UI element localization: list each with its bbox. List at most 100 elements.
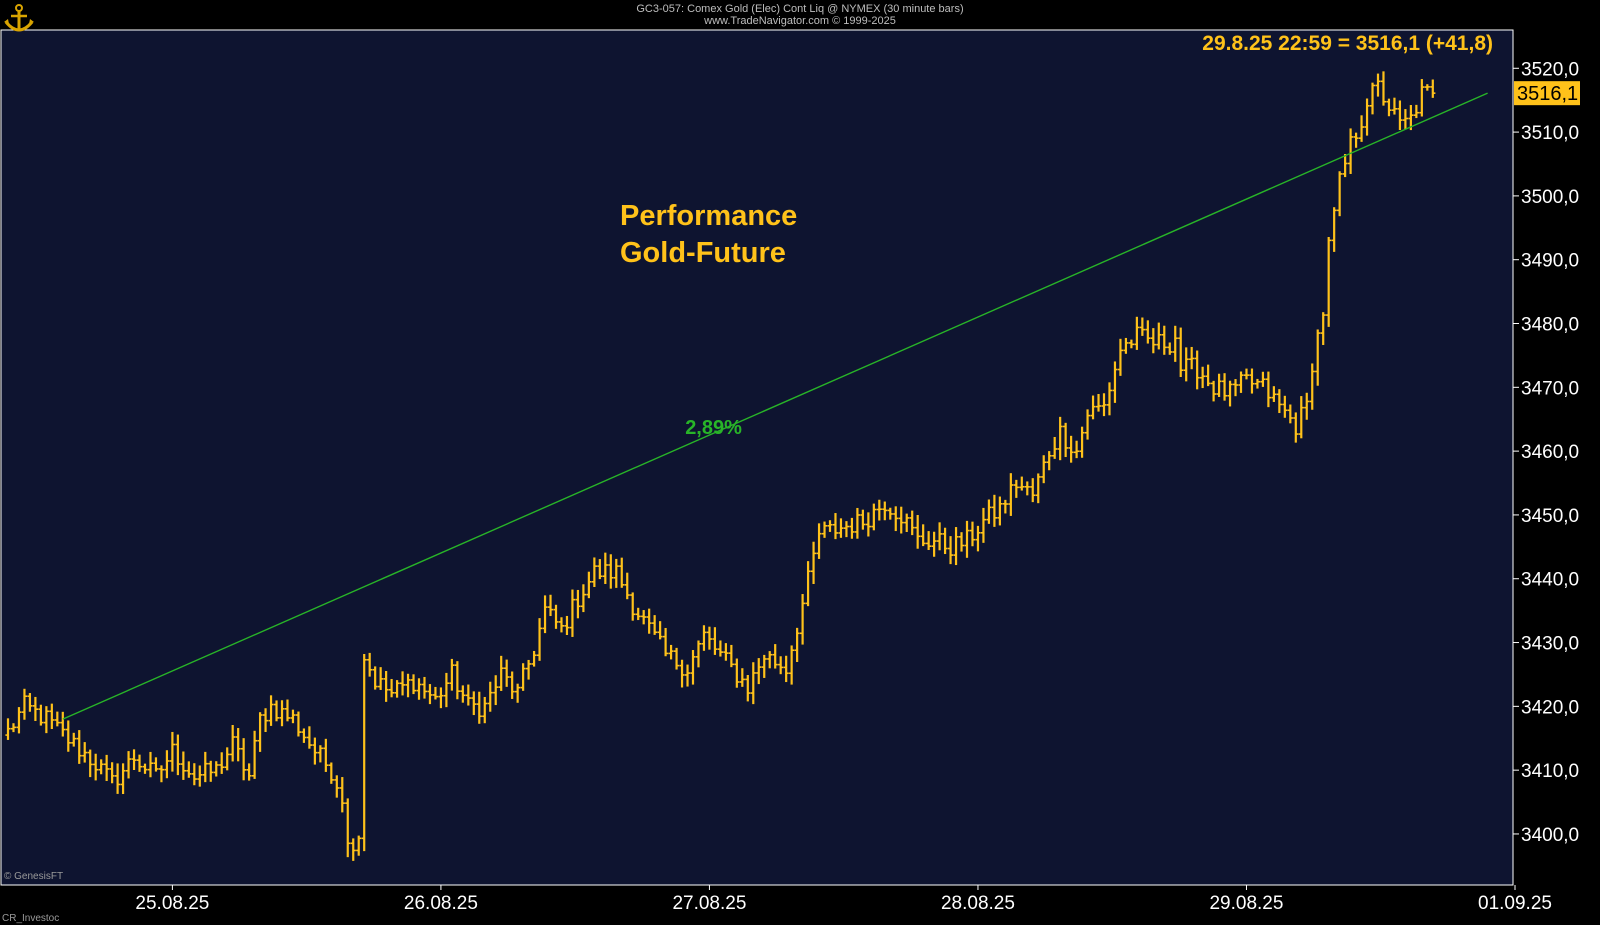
ohlc-bar <box>849 517 855 539</box>
ohlc-bar <box>389 678 395 698</box>
ohlc-bar <box>1134 316 1140 350</box>
ohlc-bar <box>695 640 702 668</box>
ohlc-bar <box>1430 79 1436 98</box>
ohlc-bar <box>16 707 22 734</box>
ohlc-bar <box>1019 476 1025 491</box>
ohlc-bar <box>82 742 88 763</box>
ohlc-bar <box>827 520 833 532</box>
ohlc-bar <box>476 691 482 724</box>
ohlc-bar <box>690 650 696 685</box>
ohlc-bar <box>789 645 795 685</box>
ohlc-bar <box>1386 98 1392 117</box>
ohlc-bar <box>323 738 329 772</box>
ohlc-bar <box>65 720 71 752</box>
ohlc-bar <box>1369 82 1376 115</box>
ohlc-bar <box>334 775 340 798</box>
ohlc-bars <box>5 71 1436 861</box>
ohlc-bar <box>383 671 389 702</box>
ohlc-bar <box>1331 207 1337 252</box>
x-tick-label: 27.08.25 <box>672 893 746 914</box>
y-tick-label: 3440,0 <box>1521 570 1579 591</box>
ohlc-bar <box>1101 393 1107 417</box>
ohlc-bar <box>345 798 351 858</box>
ohlc-bar <box>115 763 121 794</box>
y-tick-label: 3520,0 <box>1521 59 1579 80</box>
ohlc-bar <box>701 625 707 651</box>
ohlc-bar <box>1342 153 1348 178</box>
x-tick-label: 26.08.25 <box>404 893 478 914</box>
ohlc-bar <box>213 761 219 777</box>
ohlc-bar <box>926 531 932 551</box>
ohlc-bar <box>1424 84 1430 91</box>
ohlc-bar <box>339 777 345 813</box>
ohlc-bar <box>98 759 104 775</box>
ohlc-bar <box>1030 478 1036 503</box>
ohlc-bar <box>1402 109 1408 130</box>
plot-area <box>0 29 1514 886</box>
ohlc-bar <box>1221 373 1228 401</box>
ohlc-bar <box>1008 473 1014 516</box>
y-tick-label: 3450,0 <box>1521 506 1579 527</box>
ohlc-bar <box>810 541 817 585</box>
ohlc-bar <box>1287 404 1293 424</box>
ohlc-bar <box>317 745 323 763</box>
footer-source-label: © GenesisFT <box>4 871 64 882</box>
ohlc-bar <box>1293 412 1299 443</box>
ohlc-bar <box>104 754 110 781</box>
ohlc-bar <box>1375 73 1381 97</box>
ohlc-bar <box>208 760 214 782</box>
last-value-label: 29.8.25 22:59 = 3516,1 (+41,8) <box>1202 32 1493 55</box>
ohlc-bar <box>1024 481 1030 496</box>
ohlc-bar <box>547 594 554 617</box>
ohlc-bar <box>1156 322 1162 350</box>
ohlc-bar <box>657 621 663 640</box>
ohlc-bar <box>805 561 811 607</box>
ohlc-bar <box>553 604 559 629</box>
ohlc-bar <box>487 681 493 712</box>
ohlc-bar <box>542 595 548 634</box>
ohlc-bar <box>953 527 959 566</box>
ohlc-bar <box>597 559 603 580</box>
ohlc-bar <box>509 671 515 699</box>
ohlc-bar <box>646 608 652 634</box>
ohlc-bar <box>235 728 241 762</box>
ohlc-bar <box>591 557 597 588</box>
ohlc-bar <box>1271 386 1277 402</box>
ohlc-bar <box>575 589 581 619</box>
ohlc-bar <box>893 506 899 532</box>
y-tick-label: 3510,0 <box>1521 123 1579 144</box>
ohlc-bar <box>295 711 302 737</box>
ohlc-bar <box>909 510 915 536</box>
ohlc-bar <box>268 695 274 726</box>
ohlc-bar <box>843 521 850 538</box>
ohlc-bar <box>1178 327 1184 377</box>
ohlc-bar <box>1265 371 1271 408</box>
ohlc-bar <box>465 684 471 706</box>
ohlc-bar <box>246 763 252 781</box>
ohlc-bar <box>1090 395 1096 420</box>
ohlc-bar <box>794 627 800 663</box>
ohlc-bar <box>301 728 307 743</box>
ohlc-bar <box>673 647 680 670</box>
ohlc-bar <box>1035 473 1041 504</box>
ohlc-bar <box>756 658 762 685</box>
y-tick-label: 3420,0 <box>1521 697 1579 718</box>
x-tick-label: 28.08.25 <box>941 893 1015 914</box>
ohlc-bar <box>536 618 543 661</box>
ohlc-bar <box>1282 395 1288 418</box>
ohlc-bar <box>1161 325 1167 355</box>
y-tick-label: 3400,0 <box>1521 825 1579 846</box>
ohlc-bar <box>361 654 367 852</box>
ohlc-bar <box>1052 436 1058 459</box>
ohlc-bar <box>997 496 1003 526</box>
ohlc-bar <box>356 835 362 856</box>
ohlc-bar <box>613 558 619 588</box>
ohlc-bar <box>1074 440 1080 459</box>
ohlc-bar <box>1183 347 1189 382</box>
ohlc-bar <box>273 700 280 722</box>
ohlc-bar <box>1128 339 1134 349</box>
ohlc-bar <box>1337 171 1343 217</box>
last-price-tag: 3516,1 <box>1517 83 1578 105</box>
chart-subtitle: Gold-Future <box>620 237 786 269</box>
ohlc-bar <box>772 644 778 669</box>
